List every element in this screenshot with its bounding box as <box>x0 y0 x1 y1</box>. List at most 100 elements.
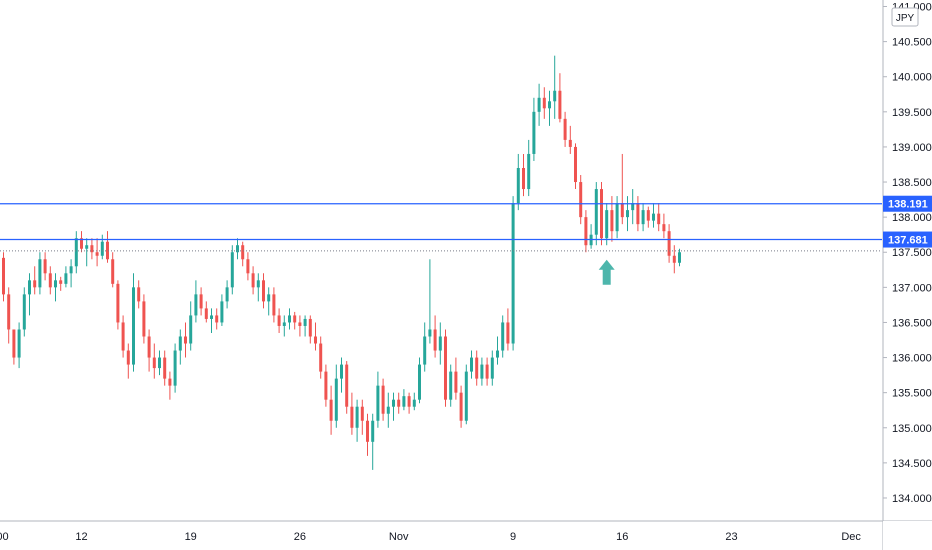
candle <box>662 213 666 239</box>
candle <box>511 196 515 351</box>
candle <box>605 203 609 246</box>
candle <box>116 280 120 330</box>
candle <box>527 139 531 197</box>
candle-body <box>319 343 323 372</box>
candle <box>490 350 494 386</box>
time-axis[interactable]: :00 12 19 26 Nov 9 16 23 Dec <box>0 531 861 543</box>
candle-body <box>615 203 619 232</box>
level-price-text: 138.191 <box>888 199 928 211</box>
candle-body <box>126 350 130 365</box>
candle-body <box>501 322 505 351</box>
candle <box>194 280 198 323</box>
candle <box>496 336 499 365</box>
candle <box>334 364 338 428</box>
candle <box>371 413 375 470</box>
candle-body <box>355 406 359 428</box>
candle-body <box>350 406 354 428</box>
price-tick-label: 140.000 <box>892 72 932 84</box>
candle-body <box>340 364 343 379</box>
price-tick-label: 139.500 <box>892 107 932 119</box>
candle <box>43 252 47 281</box>
candle-body <box>662 224 666 232</box>
candle <box>241 241 245 267</box>
candle <box>329 385 333 435</box>
candle <box>17 322 21 369</box>
candle <box>267 287 271 316</box>
candle-body <box>620 203 624 218</box>
candle <box>568 125 572 154</box>
candle <box>485 357 489 386</box>
candle-body <box>17 329 21 358</box>
candle-body <box>397 399 401 407</box>
candle-body <box>74 238 78 267</box>
candle <box>407 392 411 414</box>
candle <box>59 276 63 291</box>
candle-body <box>672 255 676 263</box>
candle <box>589 224 593 249</box>
candle-body <box>38 259 42 288</box>
candle-body <box>522 167 525 190</box>
candle-body <box>7 294 11 330</box>
candle <box>54 273 57 302</box>
candles-layer <box>2 55 681 470</box>
candle <box>392 392 395 421</box>
candle-body <box>641 210 645 225</box>
candle <box>272 287 276 323</box>
candle <box>464 364 468 425</box>
candle <box>100 234 104 260</box>
candle <box>579 175 583 225</box>
candle <box>246 252 250 281</box>
candle-body <box>324 371 328 400</box>
candle <box>33 266 37 295</box>
axis-corner <box>883 521 932 550</box>
candle <box>444 329 447 407</box>
candle-body <box>459 392 463 421</box>
candle-body <box>475 357 479 379</box>
candle-body <box>132 287 135 365</box>
time-tick-label: Nov <box>389 531 409 543</box>
candle-body <box>116 283 120 323</box>
candle-body <box>293 315 297 323</box>
candle-body <box>371 420 375 442</box>
level-price-label <box>883 231 932 248</box>
candle-body <box>360 406 364 421</box>
candle-body <box>158 357 161 369</box>
candle <box>418 357 421 404</box>
candle-body <box>22 294 26 330</box>
candle <box>90 238 94 260</box>
candle-body <box>236 245 239 253</box>
price-tick-label: 136.000 <box>892 353 932 365</box>
price-axis[interactable]: 134.000 134.500 135.000 135.500 136.000 136.5… <box>883 2 932 505</box>
candle <box>121 315 125 358</box>
candle <box>22 287 26 337</box>
candle <box>672 245 676 274</box>
candle <box>277 308 281 333</box>
candle-body <box>584 217 588 246</box>
candle <box>132 273 135 372</box>
candle-body <box>470 357 473 372</box>
candle <box>454 357 458 400</box>
candle <box>480 357 484 386</box>
candle-body <box>262 280 265 302</box>
horizontal-levels <box>0 203 882 252</box>
candle <box>282 315 286 337</box>
time-tick-label: :00 <box>0 531 9 543</box>
candle <box>168 371 172 400</box>
candle <box>594 182 598 246</box>
candle-body <box>480 364 484 379</box>
candle-body <box>2 257 5 295</box>
candle <box>402 389 406 411</box>
candle-body <box>199 294 203 309</box>
candle <box>433 315 437 358</box>
candle <box>85 238 89 267</box>
candle-body <box>454 371 458 393</box>
price-tick-label: 137.500 <box>892 247 932 259</box>
candle <box>106 231 109 263</box>
candle <box>350 392 354 435</box>
candle-body <box>246 259 250 274</box>
price-tick-label: 139.000 <box>892 142 932 154</box>
candle-body <box>600 189 603 239</box>
price-tick-label: 135.500 <box>892 388 932 400</box>
candle <box>314 322 317 351</box>
